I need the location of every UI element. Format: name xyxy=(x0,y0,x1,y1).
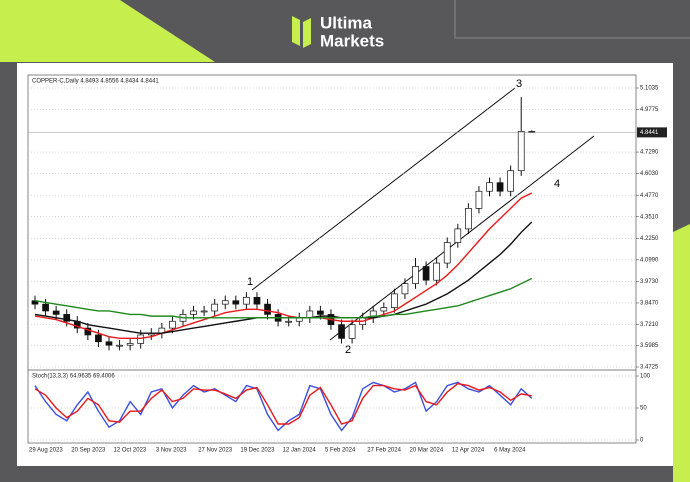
channel-line xyxy=(251,87,516,291)
candle-body xyxy=(443,242,451,264)
candle-body xyxy=(465,207,472,230)
y-tick-label: 4.2250 xyxy=(640,236,659,242)
candle-body xyxy=(243,296,250,305)
candle-body xyxy=(95,334,102,343)
y-tick-label: 100 xyxy=(640,374,651,380)
series-line xyxy=(34,277,533,319)
plot-frame xyxy=(27,74,637,444)
candle-body xyxy=(507,170,514,192)
brand-line1: Ultima xyxy=(320,13,373,32)
stoch-header: Stoch(13,3,3) 64.9635 69.4006 xyxy=(32,374,115,380)
last-price-box xyxy=(637,127,667,138)
y-tick-label: 4.3510 xyxy=(640,214,659,220)
x-tick-label: 27 Feb 2024 xyxy=(367,448,401,454)
candle-body xyxy=(433,262,441,281)
x-tick-label: 20 Sep 2023 xyxy=(71,448,106,454)
x-tick-label: 19 Dec 2023 xyxy=(240,448,275,454)
x-tick-label: 27 Nov 2023 xyxy=(198,448,233,454)
candle-body xyxy=(105,341,113,346)
candle-body xyxy=(517,131,525,172)
x-tick-label: 12 Apr 2024 xyxy=(452,448,485,454)
x-tick-label: 20 Mar 2024 xyxy=(410,448,444,454)
logo-icon xyxy=(292,16,300,46)
candle-body xyxy=(412,266,419,284)
candle-body xyxy=(253,296,261,305)
chart-card xyxy=(17,63,673,466)
x-tick-label: 12 Oct 2023 xyxy=(114,448,147,454)
y-tick-label: 4.7290 xyxy=(640,150,659,156)
y-tick-label: 3.8470 xyxy=(640,301,659,307)
y-tick-label: 50 xyxy=(640,406,647,412)
price-header: COPPER-C,Daily 4.8493 4.8556 4.8434 4.84… xyxy=(32,79,159,85)
logo: Ultima Markets xyxy=(292,13,384,50)
candle-body xyxy=(454,228,462,243)
candle-body xyxy=(338,324,345,339)
wave-label: 1 xyxy=(247,276,253,288)
y-tick-label: 5.1035 xyxy=(640,86,659,92)
candle-body xyxy=(475,190,483,209)
last-price-label: 4.8441 xyxy=(640,130,659,136)
candle-body xyxy=(317,310,324,315)
candle-body xyxy=(486,182,493,192)
wave-label: 3 xyxy=(516,78,522,90)
candle-body xyxy=(126,343,134,346)
wave-label: 4 xyxy=(554,178,560,190)
candle-body xyxy=(391,293,398,308)
candle-body xyxy=(116,344,123,347)
accent-shape xyxy=(0,0,215,62)
candle-body xyxy=(401,283,409,295)
y-tick-label: 4.6030 xyxy=(640,171,659,177)
channel-line xyxy=(329,135,595,341)
candle-body xyxy=(200,310,208,313)
x-tick-label: 6 May 2024 xyxy=(494,448,526,454)
decor-line xyxy=(454,0,690,39)
y-tick-label: 4.4770 xyxy=(640,193,659,199)
candle-body xyxy=(63,314,71,322)
y-tick-label: 4.9775 xyxy=(640,107,659,113)
candle-body xyxy=(211,303,219,312)
candle-body xyxy=(285,320,293,323)
candle-body xyxy=(422,266,430,281)
candle-body xyxy=(496,182,504,192)
logo-icon xyxy=(303,18,311,48)
x-tick-label: 29 Aug 2023 xyxy=(29,448,63,454)
candle-body xyxy=(380,307,388,312)
y-tick-label: 3.4725 xyxy=(640,365,659,371)
x-tick-label: 3 Nov 2023 xyxy=(156,448,187,454)
candle-body xyxy=(169,320,176,329)
series-line xyxy=(34,192,533,340)
accent-shape xyxy=(673,224,690,482)
candle-body xyxy=(221,300,229,305)
candle-body xyxy=(232,300,240,305)
y-tick-label: 3.5985 xyxy=(640,343,659,349)
candle-body xyxy=(190,310,197,315)
candle-body xyxy=(52,310,60,315)
y-tick-label: 0 xyxy=(640,438,644,444)
y-tick-label: 4.0990 xyxy=(640,257,659,263)
y-tick-label: 3.7210 xyxy=(640,322,659,328)
candle-body xyxy=(348,324,356,339)
candle-body xyxy=(137,334,145,344)
candle-body xyxy=(264,303,271,315)
candle-body xyxy=(84,327,92,336)
x-tick-label: 5 Feb 2024 xyxy=(325,448,356,454)
candle-body xyxy=(42,303,49,312)
x-tick-label: 12 Jan 2024 xyxy=(283,448,317,454)
wave-label: 2 xyxy=(345,344,351,356)
brand-line2: Markets xyxy=(320,31,384,50)
series-line xyxy=(34,382,532,425)
y-tick-label: 3.9730 xyxy=(640,279,659,285)
